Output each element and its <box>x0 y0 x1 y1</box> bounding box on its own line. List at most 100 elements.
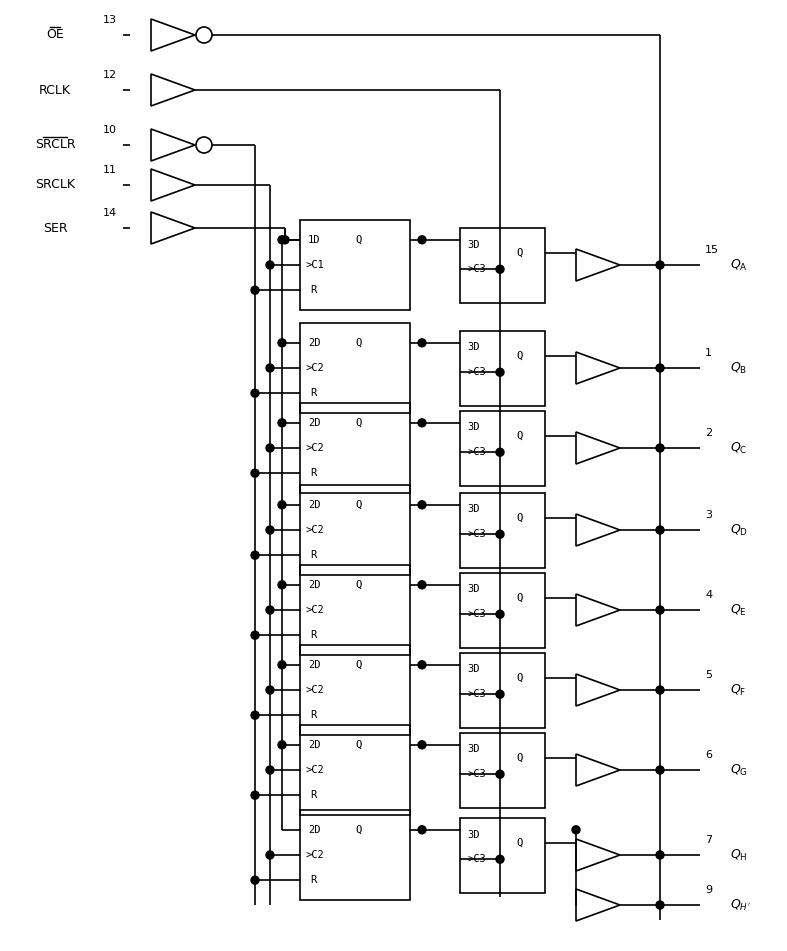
Bar <box>300 565 410 655</box>
Circle shape <box>266 526 274 534</box>
Text: R: R <box>310 551 316 560</box>
Circle shape <box>418 661 426 669</box>
Text: 2D: 2D <box>308 825 320 835</box>
Circle shape <box>496 531 504 538</box>
Text: >C3: >C3 <box>467 689 486 699</box>
Circle shape <box>278 501 286 509</box>
Text: Q: Q <box>516 351 523 360</box>
Circle shape <box>418 741 426 748</box>
Text: 1D: 1D <box>308 235 320 244</box>
Bar <box>300 810 410 900</box>
Circle shape <box>251 791 259 799</box>
Text: R: R <box>310 790 316 800</box>
Text: 2D: 2D <box>308 417 320 428</box>
Bar <box>460 573 545 648</box>
Text: R: R <box>310 468 316 478</box>
Text: Q: Q <box>516 592 523 603</box>
Text: SRCLK: SRCLK <box>35 179 75 191</box>
Text: 15: 15 <box>705 245 719 255</box>
Circle shape <box>278 418 286 427</box>
Circle shape <box>278 741 286 748</box>
Text: 2: 2 <box>705 428 712 438</box>
Text: 14: 14 <box>103 208 117 218</box>
Text: 12: 12 <box>103 70 117 80</box>
Circle shape <box>496 611 504 618</box>
Circle shape <box>266 606 274 614</box>
Circle shape <box>656 444 664 452</box>
Text: 3D: 3D <box>467 829 479 840</box>
Circle shape <box>496 368 504 377</box>
Bar <box>460 228 545 303</box>
Text: Q: Q <box>355 660 361 670</box>
Bar <box>300 403 410 493</box>
Circle shape <box>251 389 259 398</box>
Text: 2D: 2D <box>308 338 320 348</box>
Circle shape <box>266 364 274 372</box>
Text: $Q_\mathregular{G}$: $Q_\mathregular{G}$ <box>730 763 748 778</box>
Circle shape <box>418 236 426 243</box>
Circle shape <box>251 711 259 719</box>
Circle shape <box>572 825 580 834</box>
Text: 3D: 3D <box>467 240 479 249</box>
Text: >C3: >C3 <box>467 610 486 619</box>
Circle shape <box>251 469 259 477</box>
Text: 2D: 2D <box>308 660 320 670</box>
Circle shape <box>266 261 274 269</box>
Circle shape <box>278 661 286 669</box>
Text: 11: 11 <box>103 165 117 175</box>
Text: >C3: >C3 <box>467 264 486 274</box>
Text: 7: 7 <box>705 835 712 845</box>
Text: Q: Q <box>516 838 523 847</box>
Circle shape <box>656 526 664 534</box>
Text: >C3: >C3 <box>467 447 486 457</box>
Text: >C3: >C3 <box>467 530 486 539</box>
Circle shape <box>278 581 286 589</box>
Text: >C3: >C3 <box>467 367 486 378</box>
Text: Q: Q <box>355 825 361 835</box>
Text: $Q_\mathregular{D}$: $Q_\mathregular{D}$ <box>730 522 748 537</box>
Bar <box>460 411 545 486</box>
Text: >C2: >C2 <box>306 685 325 695</box>
Text: R: R <box>310 285 316 295</box>
Bar <box>300 485 410 575</box>
Text: >C3: >C3 <box>467 769 486 779</box>
Bar <box>460 493 545 568</box>
Text: >C3: >C3 <box>467 854 486 864</box>
Text: 3D: 3D <box>467 665 479 674</box>
Bar <box>300 220 410 310</box>
Text: 3D: 3D <box>467 745 479 754</box>
Bar <box>300 725 410 815</box>
Circle shape <box>496 690 504 698</box>
Circle shape <box>656 901 664 909</box>
Circle shape <box>278 339 286 347</box>
Circle shape <box>278 236 286 243</box>
Text: $Q_\mathregular{C}$: $Q_\mathregular{C}$ <box>730 440 748 456</box>
Text: 13: 13 <box>103 15 117 25</box>
Circle shape <box>656 261 664 269</box>
Text: Q: Q <box>516 753 523 763</box>
Circle shape <box>496 855 504 864</box>
Circle shape <box>656 606 664 614</box>
Circle shape <box>251 286 259 294</box>
Text: >C2: >C2 <box>306 443 325 453</box>
Text: Q: Q <box>355 500 361 510</box>
Text: Q: Q <box>516 431 523 440</box>
Circle shape <box>251 552 259 559</box>
Circle shape <box>266 686 274 694</box>
Circle shape <box>656 686 664 694</box>
Circle shape <box>418 581 426 589</box>
Text: 1: 1 <box>705 348 712 358</box>
Circle shape <box>656 851 664 859</box>
Circle shape <box>266 444 274 452</box>
Text: R: R <box>310 875 316 885</box>
Text: Q: Q <box>355 740 361 749</box>
Text: 3D: 3D <box>467 422 479 433</box>
Circle shape <box>418 339 426 347</box>
Text: 4: 4 <box>705 590 712 600</box>
Bar <box>460 331 545 406</box>
Text: >C1: >C1 <box>306 260 325 270</box>
Circle shape <box>251 876 259 884</box>
Text: 3D: 3D <box>467 342 479 353</box>
Text: Q: Q <box>355 417 361 428</box>
Bar <box>300 323 410 413</box>
